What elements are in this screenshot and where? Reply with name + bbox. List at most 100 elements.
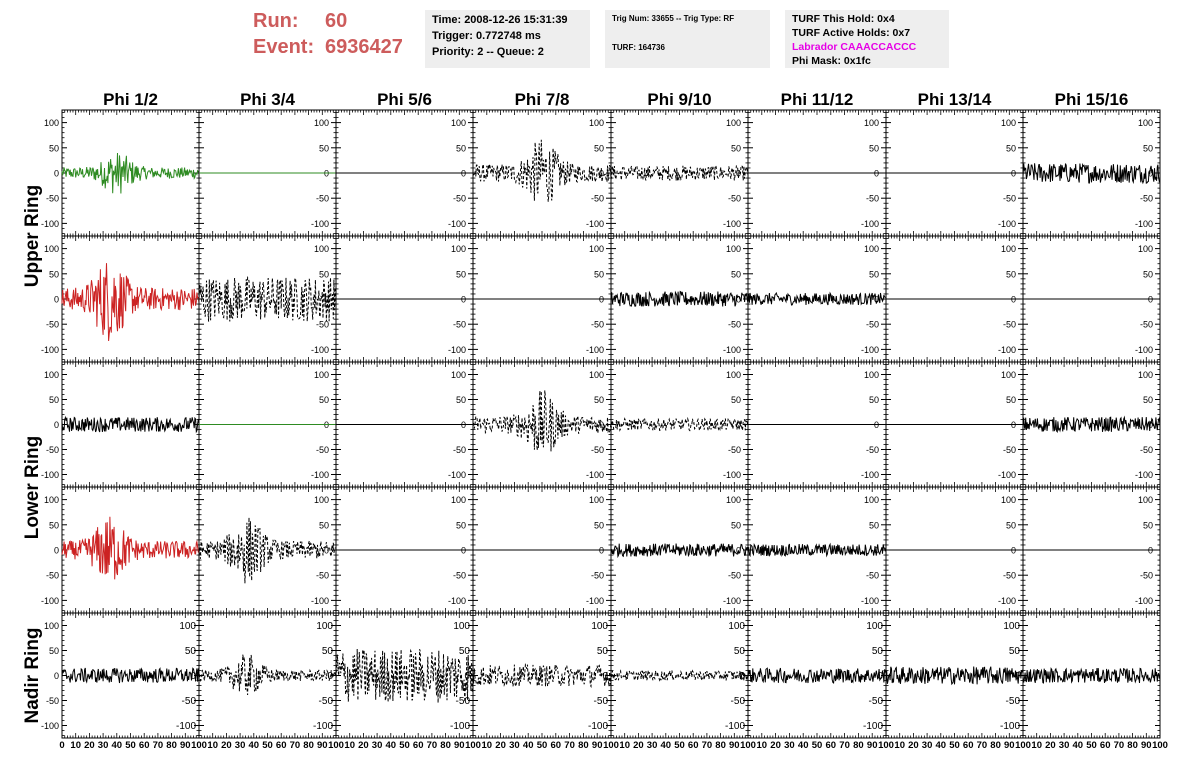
y-tick-label: 100 [451, 244, 466, 254]
y-tick-label: 100 [1138, 370, 1153, 380]
y-tick-label: -100 [1135, 345, 1153, 355]
y-tick-label: 50 [319, 269, 329, 279]
waveform-trace [1023, 163, 1160, 183]
y-tick-label: -100 [586, 219, 604, 229]
y-tick-label: 50 [731, 395, 741, 405]
y-tick-label: 100 [451, 495, 466, 505]
y-tick-label: -100 [41, 219, 59, 229]
y-tick-label: -50 [866, 445, 879, 455]
y-tick-label: 50 [319, 143, 329, 153]
y-tick-label: -50 [46, 320, 59, 330]
y-tick-label: -50 [591, 194, 604, 204]
y-tick-label: -100 [448, 219, 466, 229]
y-tick-label: -50 [46, 571, 59, 581]
y-tick-label: -100 [448, 470, 466, 480]
y-tick-label: -100 [998, 596, 1016, 606]
y-tick-label: -100 [998, 470, 1016, 480]
y-tick-label: -100 [41, 345, 59, 355]
y-tick-label: 50 [456, 269, 466, 279]
y-tick-label: -50 [316, 445, 329, 455]
y-tick-label: 100 [589, 118, 604, 128]
y-tick-label: 100 [589, 370, 604, 380]
y-tick-label: -100 [723, 219, 741, 229]
y-tick-label: 50 [1143, 395, 1153, 405]
y-tick-label: 50 [594, 143, 604, 153]
y-tick-label: 100 [1001, 495, 1016, 505]
y-tick-label: -100 [586, 470, 604, 480]
y-tick-label: -100 [861, 470, 879, 480]
y-tick-label: 50 [869, 395, 879, 405]
y-tick-label: 100 [314, 244, 329, 254]
y-tick-label: -100 [723, 596, 741, 606]
column-header: Phi 15/16 [1055, 90, 1129, 109]
y-tick-label: 100 [314, 370, 329, 380]
column-header: Phi 3/4 [240, 90, 295, 109]
y-tick-label: 50 [319, 395, 329, 405]
waveform-trace [1023, 417, 1160, 432]
y-tick-label: -100 [311, 470, 329, 480]
waveform-trace [611, 292, 748, 307]
y-tick-label: -100 [998, 219, 1016, 229]
y-tick-label: 0 [54, 420, 59, 430]
y-tick-label: -50 [1003, 445, 1016, 455]
y-tick-label: 100 [451, 118, 466, 128]
y-tick-label: -50 [1140, 320, 1153, 330]
y-tick-label: 50 [49, 269, 59, 279]
y-tick-label: 100 [864, 495, 879, 505]
y-tick-label: 100 [726, 370, 741, 380]
y-tick-label: 50 [1006, 143, 1016, 153]
y-tick-label: 50 [1006, 395, 1016, 405]
y-tick-label: -50 [591, 320, 604, 330]
y-tick-label: 100 [1001, 244, 1016, 254]
y-tick-label: -50 [728, 445, 741, 455]
y-tick-label: -50 [316, 194, 329, 204]
column-header: Phi 11/12 [781, 90, 854, 109]
waveform-trace [62, 517, 199, 580]
y-tick-label: 50 [49, 395, 59, 405]
y-tick-label: -100 [586, 596, 604, 606]
y-tick-label: -100 [311, 596, 329, 606]
y-tick-label: -50 [591, 571, 604, 581]
y-tick-label: 100 [1138, 244, 1153, 254]
y-tick-label: -100 [1135, 219, 1153, 229]
y-tick-label: -100 [861, 219, 879, 229]
column-header: Phi 9/10 [647, 90, 711, 109]
column-header: Phi 7/8 [515, 90, 570, 109]
y-tick-label: 100 [44, 244, 59, 254]
y-tick-label: -50 [728, 320, 741, 330]
y-tick-label: -50 [1003, 194, 1016, 204]
y-tick-label: 50 [869, 520, 879, 530]
y-tick-label: -100 [586, 345, 604, 355]
y-tick-label: -50 [1003, 571, 1016, 581]
y-tick-label: -100 [1135, 470, 1153, 480]
y-tick-label: 100 [726, 495, 741, 505]
y-tick-label: -50 [453, 445, 466, 455]
y-tick-label: 0 [54, 546, 59, 556]
y-tick-label: -100 [311, 345, 329, 355]
y-tick-label: 50 [731, 143, 741, 153]
y-tick-label: -50 [46, 194, 59, 204]
y-tick-label: -50 [1140, 194, 1153, 204]
y-tick-label: 100 [864, 370, 879, 380]
y-tick-label: 50 [1006, 520, 1016, 530]
y-tick-label: -50 [1140, 445, 1153, 455]
y-tick-label: 100 [44, 118, 59, 128]
y-tick-label: 100 [726, 118, 741, 128]
y-tick-label: 50 [731, 269, 741, 279]
waveform-trace [473, 390, 611, 451]
waveform-trace [611, 166, 748, 181]
y-tick-label: 50 [594, 395, 604, 405]
y-tick-label: -50 [866, 320, 879, 330]
y-tick-label: -50 [1003, 320, 1016, 330]
waveform-trace [611, 419, 748, 431]
panel-frame [611, 110, 748, 236]
y-tick-label: -50 [728, 194, 741, 204]
y-tick-label: 100 [864, 244, 879, 254]
y-tick-label: -50 [46, 445, 59, 455]
y-tick-label: 50 [594, 269, 604, 279]
y-tick-label: -100 [41, 470, 59, 480]
y-tick-label: 50 [1143, 269, 1153, 279]
waveform-trace [748, 293, 886, 305]
y-tick-label: -100 [448, 596, 466, 606]
